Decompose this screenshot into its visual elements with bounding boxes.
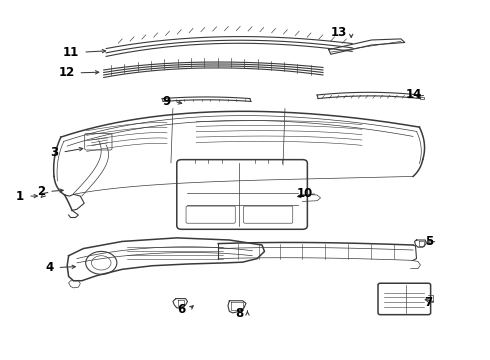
Text: 1: 1 (16, 190, 24, 203)
Text: 2: 2 (37, 185, 45, 198)
Text: 6: 6 (177, 303, 185, 316)
Text: 3: 3 (50, 146, 58, 159)
Text: 12: 12 (58, 66, 74, 79)
Text: 4: 4 (45, 261, 53, 274)
Text: 13: 13 (331, 26, 347, 39)
Text: 5: 5 (425, 235, 434, 248)
Text: 10: 10 (297, 187, 313, 200)
Text: 14: 14 (406, 89, 422, 102)
Text: 7: 7 (424, 296, 432, 309)
Text: 9: 9 (162, 95, 171, 108)
Text: 11: 11 (63, 46, 79, 59)
Text: 8: 8 (235, 307, 244, 320)
